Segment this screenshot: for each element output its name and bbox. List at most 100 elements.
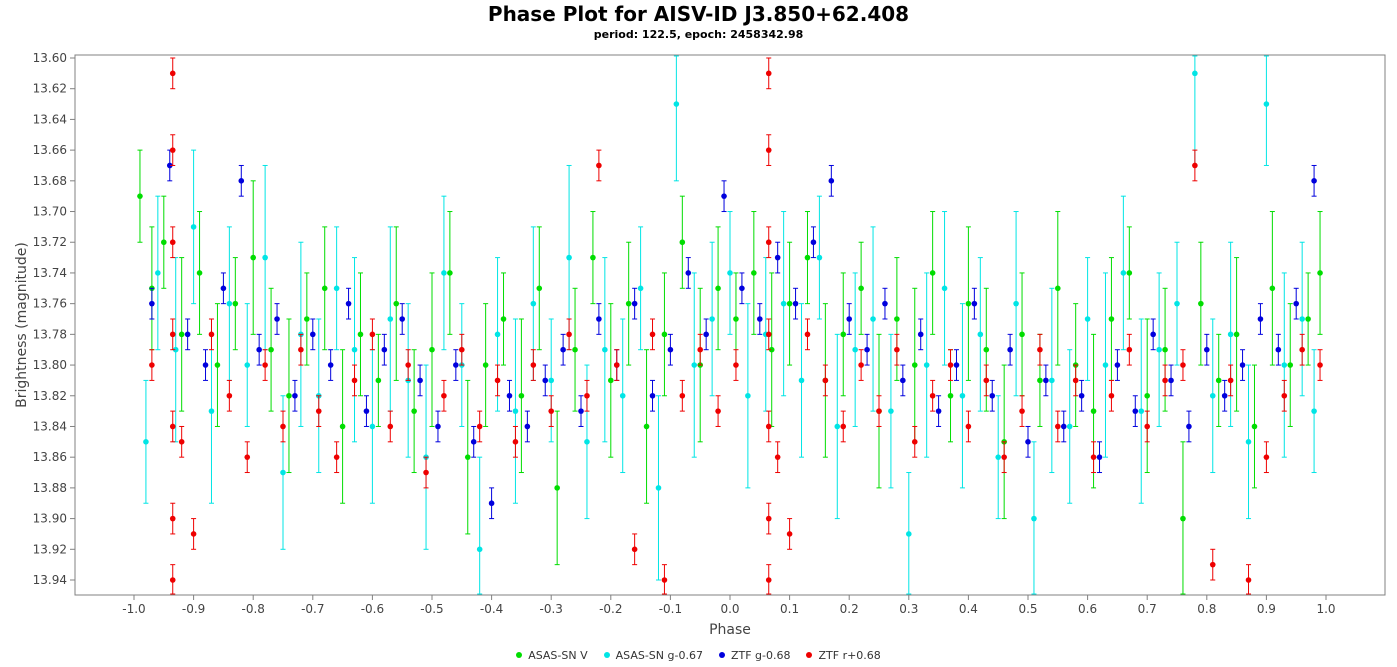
data-point xyxy=(161,239,167,246)
data-point xyxy=(292,392,298,399)
data-point xyxy=(262,362,268,368)
data-point xyxy=(1287,362,1294,368)
y-tick-label: 13.70 xyxy=(33,205,67,219)
data-point xyxy=(929,392,936,399)
data-point xyxy=(703,331,709,338)
data-point xyxy=(351,377,358,384)
data-point xyxy=(268,346,274,353)
y-tick-label: 13.66 xyxy=(33,143,67,157)
data-point xyxy=(149,362,155,368)
data-point xyxy=(178,439,185,445)
data-point xyxy=(548,408,554,414)
data-point xyxy=(459,346,465,353)
data-point xyxy=(876,408,882,414)
data-point xyxy=(169,70,176,77)
data-point xyxy=(411,408,417,414)
data-point xyxy=(1025,439,1031,445)
data-point xyxy=(894,316,900,322)
phase-plot: -1.0 -0.9 -0.8 -0.7 -0.6 -0.5 -0.4 -0.3 -0.2 -0.1… xyxy=(14,51,1386,638)
data-point xyxy=(691,362,698,368)
data-point xyxy=(911,362,918,368)
data-point xyxy=(715,408,721,414)
data-point xyxy=(321,285,328,292)
data-point xyxy=(864,346,870,353)
data-point xyxy=(137,193,143,199)
data-point xyxy=(906,531,912,537)
data-point xyxy=(858,362,864,368)
x-tick-label: -1.0 xyxy=(122,602,145,616)
data-point xyxy=(1215,377,1222,384)
data-point xyxy=(1257,316,1264,322)
data-point xyxy=(1168,377,1174,384)
data-point xyxy=(1108,392,1115,399)
data-point xyxy=(858,285,864,292)
data-point xyxy=(673,101,680,107)
data-point xyxy=(530,362,537,368)
data-point xyxy=(500,316,507,322)
data-point xyxy=(518,392,525,399)
data-point xyxy=(327,362,334,368)
data-point xyxy=(751,270,757,276)
data-point xyxy=(423,469,429,476)
data-point xyxy=(786,300,793,307)
data-point xyxy=(643,423,650,430)
data-point xyxy=(208,331,215,338)
data-point xyxy=(226,392,233,399)
data-point xyxy=(1317,362,1323,368)
data-point xyxy=(1299,346,1305,353)
data-point xyxy=(536,285,543,292)
data-point xyxy=(417,377,423,384)
x-tick-label: -0.6 xyxy=(361,602,384,616)
legend-dot-icon xyxy=(718,652,725,658)
data-point xyxy=(1233,331,1240,338)
data-point xyxy=(1043,377,1049,384)
data-point xyxy=(768,346,775,353)
data-point xyxy=(304,316,310,322)
data-point xyxy=(1013,300,1019,307)
data-point xyxy=(1120,270,1127,276)
data-point xyxy=(280,423,286,430)
data-point xyxy=(178,331,185,338)
y-tick-label: 13.86 xyxy=(33,450,67,464)
x-axis-ticks: -1.0 -0.9 -0.8 -0.7 -0.6 -0.5 -0.4 -0.3 -0.2 -0.1… xyxy=(122,595,1336,616)
data-point xyxy=(1204,346,1210,353)
y-tick-label: 13.78 xyxy=(33,327,67,341)
data-point xyxy=(1031,515,1037,522)
data-point xyxy=(1180,362,1186,368)
x-tick-label: -0.4 xyxy=(480,602,503,616)
data-point xyxy=(1037,377,1043,384)
data-point xyxy=(596,162,602,169)
data-point xyxy=(745,392,751,399)
data-point xyxy=(244,454,251,460)
data-point xyxy=(1162,346,1168,353)
data-marks xyxy=(137,55,1323,595)
data-point xyxy=(1144,392,1150,399)
data-point xyxy=(971,300,978,307)
data-point xyxy=(757,316,763,322)
data-point xyxy=(441,392,447,399)
data-point xyxy=(244,362,251,368)
data-point xyxy=(911,439,918,445)
data-point xyxy=(226,300,233,307)
data-point xyxy=(166,162,173,169)
data-point xyxy=(429,346,435,353)
data-point xyxy=(765,70,772,77)
legend-dot-icon xyxy=(516,652,523,658)
data-point xyxy=(149,300,155,307)
data-point xyxy=(965,423,972,430)
data-point xyxy=(169,577,176,583)
data-point xyxy=(584,392,590,399)
x-tick-label: 0.6 xyxy=(1078,602,1097,616)
data-point xyxy=(1305,316,1311,322)
x-tick-label: 0.5 xyxy=(1018,602,1037,616)
data-point xyxy=(619,392,626,399)
chart-title: Phase Plot for AISV-ID J3.850+62.408 xyxy=(487,2,910,26)
data-point xyxy=(1180,515,1186,522)
data-point xyxy=(184,331,191,338)
data-point xyxy=(947,362,954,368)
data-point xyxy=(1084,316,1091,322)
data-point xyxy=(512,408,519,414)
data-point xyxy=(637,285,644,292)
data-point xyxy=(739,285,745,292)
data-point xyxy=(828,178,835,184)
